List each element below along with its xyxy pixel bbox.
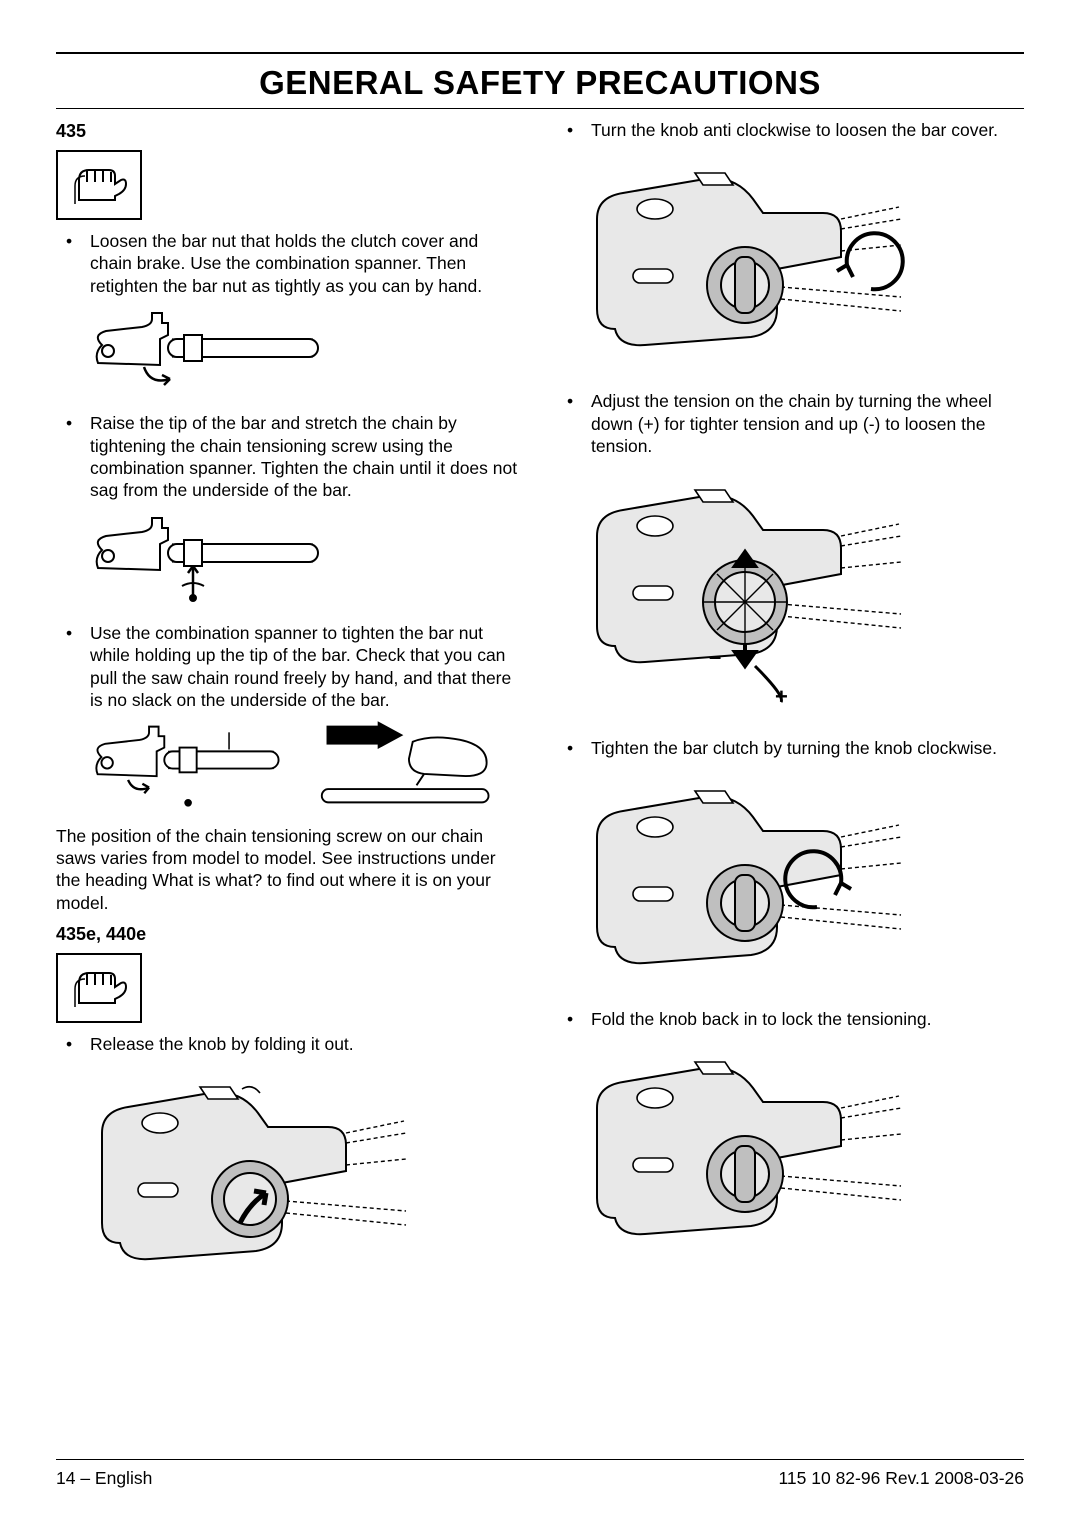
instruction-list: Use the combination spanner to tighten t…	[56, 622, 523, 712]
page-footer: 14 – English 115 10 82-96 Rev.1 2008-03-…	[56, 1459, 1024, 1489]
title-underline	[56, 108, 1024, 109]
chainsaw-check-icon	[90, 719, 290, 814]
instruction-list: Release the knob by folding it out.	[56, 1033, 523, 1055]
chainsaw-diagram-icon	[90, 510, 350, 605]
illustration-chainsaw-loosen	[90, 305, 523, 400]
two-column-layout: 435 Loosen the bar nut that holds the cl…	[56, 119, 1024, 1300]
illustration-cover-loosen	[585, 149, 1024, 374]
step-text: Turn the knob anti clockwise to loosen t…	[557, 119, 1024, 141]
bar-cover-diagram-icon: – +	[585, 466, 905, 716]
chainsaw-diagram-icon	[90, 305, 350, 395]
model-heading-435: 435	[56, 121, 523, 142]
step-text: Adjust the tension on the chain by turni…	[557, 390, 1024, 457]
step-text: Loosen the bar nut that holds the clutch…	[56, 230, 523, 297]
bar-cover-diagram-icon	[585, 1038, 905, 1258]
minus-label: –	[709, 644, 721, 669]
instruction-list: Adjust the tension on the chain by turni…	[557, 390, 1024, 457]
note-paragraph: The position of the chain tensioning scr…	[56, 825, 523, 915]
bar-cover-diagram-icon	[585, 149, 905, 369]
illustration-cover-tension-wheel: – +	[585, 466, 1024, 721]
step-text: Raise the tip of the bar and stretch the…	[56, 412, 523, 502]
instruction-list: Turn the knob anti clockwise to loosen t…	[557, 119, 1024, 141]
illustration-cover-tighten	[585, 767, 1024, 992]
model-heading-435e-440e: 435e, 440e	[56, 924, 523, 945]
right-column: Turn the knob anti clockwise to loosen t…	[557, 119, 1024, 1300]
gloves-icon-box	[56, 953, 142, 1023]
gloves-icon	[69, 160, 129, 210]
gloves-icon-box	[56, 150, 142, 220]
instruction-list: Fold the knob back in to lock the tensio…	[557, 1008, 1024, 1030]
gloves-icon	[69, 963, 129, 1013]
step-text: Release the knob by folding it out.	[56, 1033, 523, 1055]
illustration-cover-fold-in	[585, 1038, 1024, 1263]
instruction-list: Loosen the bar nut that holds the clutch…	[56, 230, 523, 297]
instruction-list: Tighten the bar clutch by turning the kn…	[557, 737, 1024, 759]
instruction-list: Raise the tip of the bar and stretch the…	[56, 412, 523, 502]
step-text: Tighten the bar clutch by turning the kn…	[557, 737, 1024, 759]
illustration-pair	[90, 719, 523, 814]
step-text: Fold the knob back in to lock the tensio…	[557, 1008, 1024, 1030]
page-title: GENERAL SAFETY PRECAUTIONS	[56, 60, 1024, 108]
hand-pull-chain-icon	[318, 719, 498, 814]
footer-doc-id: 115 10 82-96 Rev.1 2008-03-26	[778, 1468, 1024, 1489]
bar-cover-diagram-icon	[90, 1063, 410, 1283]
footer-page-label: 14 – English	[56, 1468, 152, 1489]
illustration-chainsaw-tension	[90, 510, 523, 610]
step-text: Use the combination spanner to tighten t…	[56, 622, 523, 712]
top-rule	[56, 52, 1024, 54]
illustration-cover-fold-out	[90, 1063, 523, 1288]
left-column: 435 Loosen the bar nut that holds the cl…	[56, 119, 523, 1300]
bar-cover-diagram-icon	[585, 767, 905, 987]
